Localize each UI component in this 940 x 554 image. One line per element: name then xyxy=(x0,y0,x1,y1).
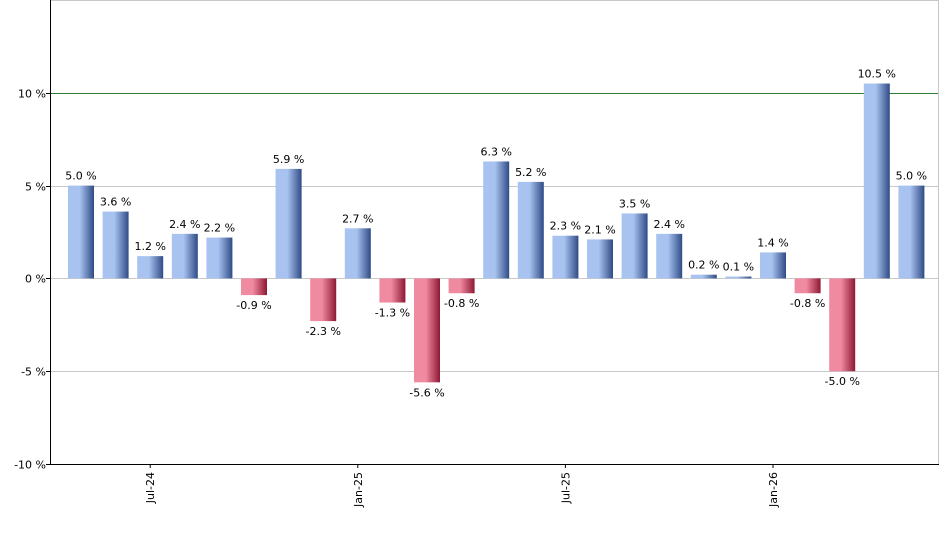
data-label: 5.0 % xyxy=(896,170,927,183)
data-label: 2.2 % xyxy=(204,222,235,235)
data-labels: 5.0 % 3.6 % 1.2 % 2.4 % 2.2 % -0.9 % 5.9 % -2.3… xyxy=(65,68,927,400)
data-label: -0.9 % xyxy=(236,299,271,312)
data-label: 5.2 % xyxy=(515,166,546,179)
data-label: 2.4 % xyxy=(169,218,200,231)
bar-Aug-24 xyxy=(171,233,198,279)
data-label: -5.6 % xyxy=(409,386,444,399)
bar-Apr-26 xyxy=(863,83,890,279)
bar-Jul-24 xyxy=(137,256,164,279)
data-label: 0.1 % xyxy=(723,261,754,274)
data-label: 10.5 % xyxy=(858,68,896,81)
bar-Jun-25 xyxy=(517,181,544,279)
y-tick-label: -5 % xyxy=(21,366,46,379)
bar-May-25 xyxy=(483,161,510,279)
x-tick-label: Jul-25 xyxy=(559,472,572,504)
bar-Jul-25 xyxy=(552,235,579,279)
bar-May-24 xyxy=(68,185,94,279)
bar-Oct-24 xyxy=(241,278,267,296)
bar-Dec-25 xyxy=(725,276,752,279)
axes: -10 % -5 % 0 % 5 % 10 % Jul-24 Jan-25 Jul-25 Jan… xyxy=(14,0,939,508)
data-label: -0.8 % xyxy=(790,297,825,310)
bar-Jan-26 xyxy=(760,252,786,279)
data-label: 5.0 % xyxy=(65,170,96,183)
data-label: 3.5 % xyxy=(619,197,650,210)
data-label: 2.4 % xyxy=(653,218,684,231)
data-label: 1.2 % xyxy=(134,240,165,253)
bar-Nov-24 xyxy=(275,168,302,279)
data-label: -1.3 % xyxy=(375,307,410,320)
bar-Feb-25 xyxy=(379,278,406,303)
data-label: -2.3 % xyxy=(305,325,340,338)
bar-Dec-24 xyxy=(310,278,337,322)
bar-Jan-25 xyxy=(344,228,371,279)
data-label: 0.2 % xyxy=(688,259,719,272)
y-tick-label: 0 % xyxy=(25,273,46,286)
data-label: 5.9 % xyxy=(273,153,304,166)
y-tick-label: 10 % xyxy=(18,88,46,101)
data-label: 3.6 % xyxy=(100,196,131,209)
data-label: -5.0 % xyxy=(824,375,859,388)
bar-Oct-25 xyxy=(656,233,683,279)
y-tick-label: -10 % xyxy=(14,459,46,472)
bars xyxy=(68,83,925,383)
x-tick-label: Jan-26 xyxy=(767,472,780,508)
x-tick-label: Jan-25 xyxy=(352,472,365,508)
bar-May-26 xyxy=(898,185,925,279)
bar-Mar-25 xyxy=(414,278,440,383)
bar-Jun-24 xyxy=(102,211,129,279)
data-label: 2.7 % xyxy=(342,212,373,225)
bar-Apr-25 xyxy=(448,278,475,294)
data-label: 2.1 % xyxy=(584,223,615,236)
data-label: -0.8 % xyxy=(444,297,479,310)
x-tick-label: Jul-24 xyxy=(144,472,157,504)
data-label: 6.3 % xyxy=(480,145,511,158)
data-label: 1.4 % xyxy=(757,236,788,249)
bar-Mar-26 xyxy=(829,278,856,372)
bar-Feb-26 xyxy=(794,278,821,294)
bar-Aug-25 xyxy=(587,239,613,279)
y-tick-label: 5 % xyxy=(25,181,46,194)
bar-Sep-25 xyxy=(621,213,648,279)
data-label: 2.3 % xyxy=(550,220,581,233)
bar-Nov-25 xyxy=(690,274,717,279)
bar-Sep-24 xyxy=(206,237,233,279)
